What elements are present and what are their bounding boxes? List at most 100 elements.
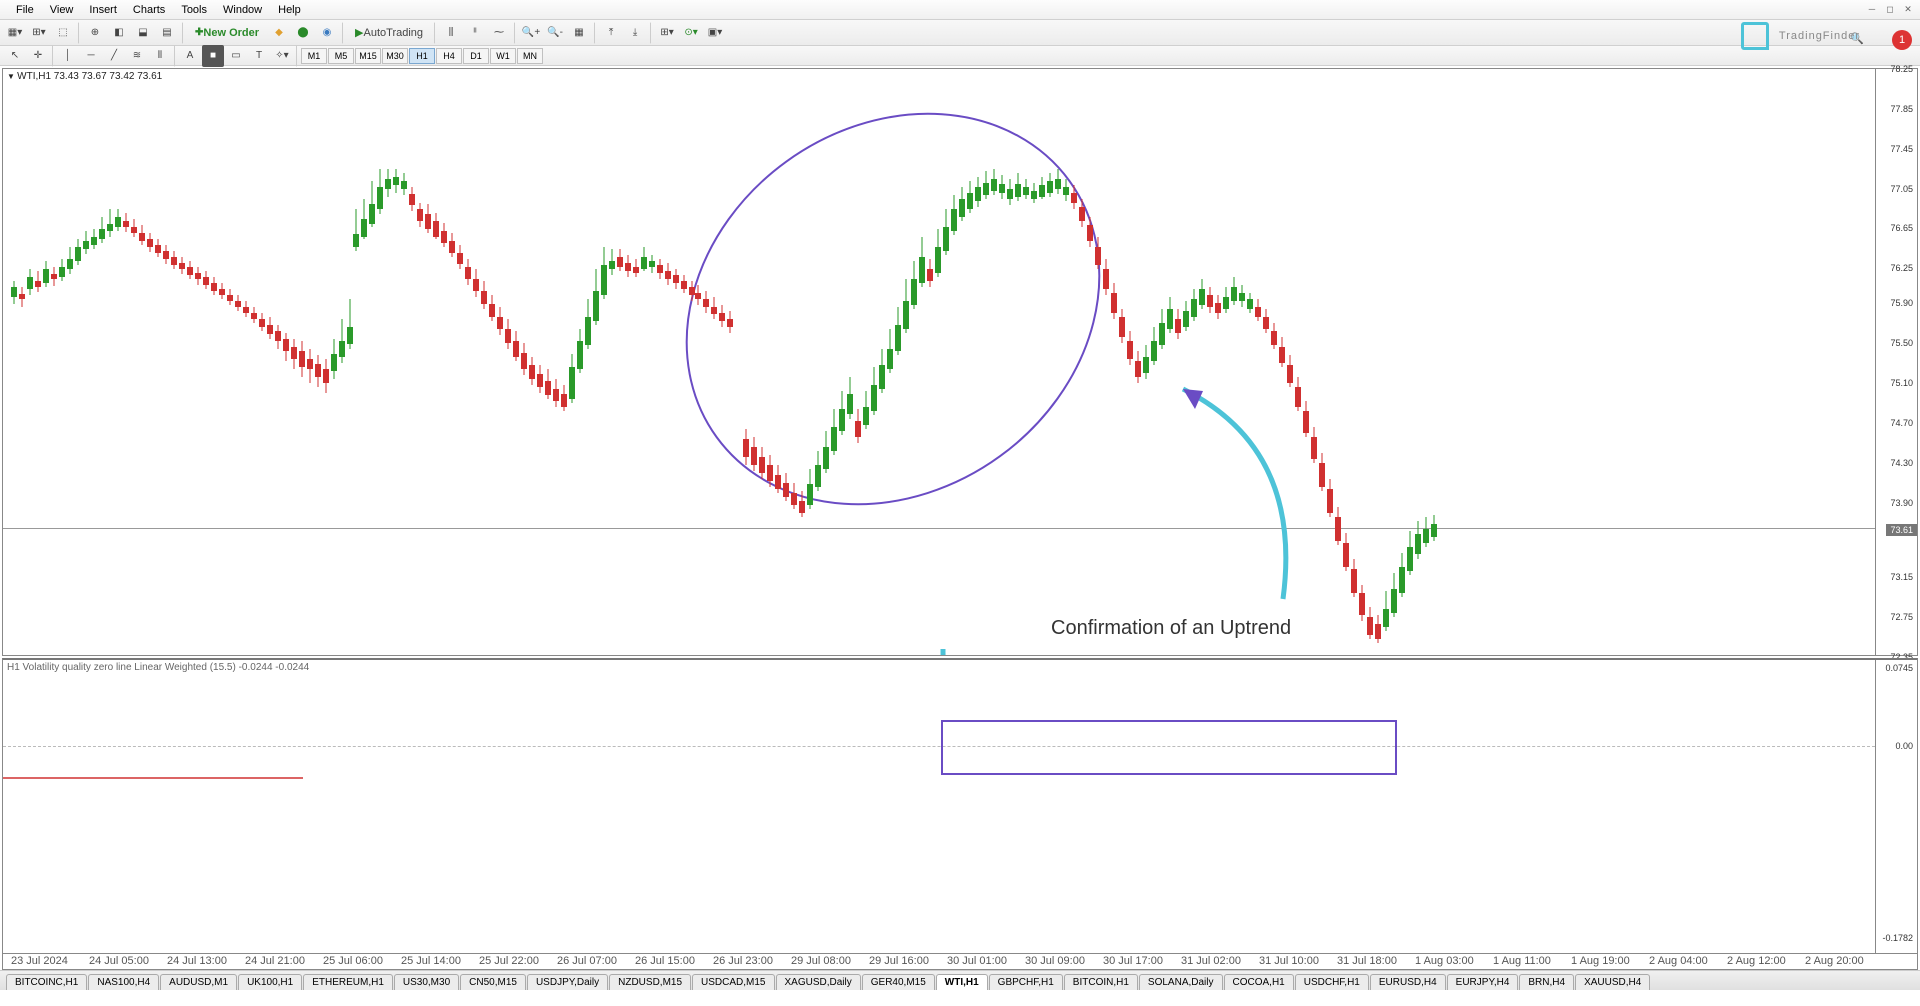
timeframe-D1[interactable]: D1 xyxy=(463,48,489,64)
tile-icon[interactable]: ▦ xyxy=(568,22,590,44)
tab-BITCOIN-H1[interactable]: BITCOIN,H1 xyxy=(1064,974,1138,990)
price-tick: 75.10 xyxy=(1890,378,1913,388)
crosshair-icon[interactable]: ✛ xyxy=(27,45,49,67)
indicator-panel[interactable]: H1 Volatility quality zero line Linear W… xyxy=(2,658,1918,954)
tab-EURUSD-H4[interactable]: EURUSD,H4 xyxy=(1370,974,1446,990)
tab-UK100-H1[interactable]: UK100,H1 xyxy=(238,974,302,990)
indicator-scale[interactable]: 0.07450.00-0.1782 xyxy=(1875,660,1917,953)
tab-US30-M30[interactable]: US30,M30 xyxy=(394,974,459,990)
templates-icon[interactable]: ▣▾ xyxy=(704,22,726,44)
bar-chart-icon[interactable]: ⫼ xyxy=(440,22,462,44)
tab-CN50-M15[interactable]: CN50,M15 xyxy=(460,974,526,990)
separator xyxy=(594,22,596,44)
timeframe-M15[interactable]: M15 xyxy=(355,48,381,64)
separator xyxy=(52,45,54,67)
timeframe-H1[interactable]: H1 xyxy=(409,48,435,64)
label-icon[interactable]: ■ xyxy=(202,45,224,67)
tab-NZDUSD-M15[interactable]: NZDUSD,M15 xyxy=(609,974,691,990)
tab-COCOA-H1[interactable]: COCOA,H1 xyxy=(1224,974,1294,990)
menu-window[interactable]: Window xyxy=(215,1,270,19)
chart-canvas[interactable]: Confirmation of an Uptrend Oscillator li… xyxy=(3,69,1875,655)
timeframe-M5[interactable]: M5 xyxy=(328,48,354,64)
timeframe-H4[interactable]: H4 xyxy=(436,48,462,64)
tab-NAS100-H4[interactable]: NAS100,H4 xyxy=(88,974,159,990)
signals-icon[interactable]: ◉ xyxy=(316,22,338,44)
notification-badge[interactable]: 1 xyxy=(1892,30,1912,50)
autoscroll-icon[interactable]: ⤓ xyxy=(624,22,646,44)
vline-icon[interactable]: │ xyxy=(57,45,79,67)
price-tick: 76.65 xyxy=(1890,223,1913,233)
new-file-icon[interactable]: ▦▾ xyxy=(4,22,26,44)
zoom-out-icon[interactable]: 🔍- xyxy=(544,22,566,44)
save-icon[interactable]: ⬚ xyxy=(52,22,74,44)
terminal-icon[interactable]: ▤ xyxy=(156,22,178,44)
maximize-button[interactable]: ◻ xyxy=(1882,2,1898,16)
chart-tabs: BITCOINC,H1NAS100,H4AUDUSD,M1UK100,H1ETH… xyxy=(0,970,1920,990)
tab-XAUUSD-H4[interactable]: XAUUSD,H4 xyxy=(1575,974,1650,990)
timeframe-W1[interactable]: W1 xyxy=(490,48,516,64)
cursor-icon[interactable]: ↖ xyxy=(4,45,26,67)
tab-XAGUSD-Daily[interactable]: XAGUSD,Daily xyxy=(776,974,861,990)
metatrader-icon[interactable]: ◆ xyxy=(268,22,290,44)
shift-icon[interactable]: ⤒ xyxy=(600,22,622,44)
menu-tools[interactable]: Tools xyxy=(173,1,215,19)
time-tick: 23 Jul 2024 xyxy=(11,955,68,967)
menu-file[interactable]: File xyxy=(8,1,42,19)
time-scale[interactable]: 23 Jul 202424 Jul 05:0024 Jul 13:0024 Ju… xyxy=(2,954,1918,970)
timeframe-M30[interactable]: M30 xyxy=(382,48,408,64)
tab-EURJPY-H4[interactable]: EURJPY,H4 xyxy=(1447,974,1519,990)
tab-ETHEREUM-H1[interactable]: ETHEREUM,H1 xyxy=(303,974,393,990)
annotation-overlay xyxy=(3,69,1875,655)
expert-icon[interactable]: ⬤ xyxy=(292,22,314,44)
price-chart[interactable]: WTI,H1 73.43 73.67 73.42 73.61 Confirmat… xyxy=(2,68,1918,656)
time-tick: 2 Aug 04:00 xyxy=(1649,955,1708,967)
price-scale[interactable]: 73.61 78.2577.8577.4577.0576.6576.2575.9… xyxy=(1875,69,1917,655)
market-watch-icon[interactable]: ◧ xyxy=(108,22,130,44)
indicator-label: H1 Volatility quality zero line Linear W… xyxy=(7,662,309,673)
tab-USDCHF-H1[interactable]: USDCHF,H1 xyxy=(1295,974,1369,990)
tab-GBPCHF-H1[interactable]: GBPCHF,H1 xyxy=(989,974,1063,990)
navigator-icon[interactable]: ⬓ xyxy=(132,22,154,44)
line-chart-icon[interactable]: ⁓ xyxy=(488,22,510,44)
time-tick: 1 Aug 11:00 xyxy=(1493,955,1551,967)
tab-AUDUSD-M1[interactable]: AUDUSD,M1 xyxy=(160,974,237,990)
objects-icon[interactable]: ✧▾ xyxy=(271,45,293,67)
channel-icon[interactable]: ≋ xyxy=(126,45,148,67)
tab-USDJPY-Daily[interactable]: USDJPY,Daily xyxy=(527,974,608,990)
separator xyxy=(650,22,652,44)
open-icon[interactable]: ⊞▾ xyxy=(28,22,50,44)
logo-text: TradingFinder xyxy=(1779,30,1860,42)
time-tick: 30 Jul 17:00 xyxy=(1103,955,1163,967)
tab-SOLANA-Daily[interactable]: SOLANA,Daily xyxy=(1139,974,1223,990)
timeframe-MN[interactable]: MN xyxy=(517,48,543,64)
tab-WTI-H1[interactable]: WTI,H1 xyxy=(936,974,988,990)
candle-chart-icon[interactable]: ᴵᴵ xyxy=(464,22,486,44)
fibo-icon[interactable]: ⦀ xyxy=(149,45,171,67)
menu-view[interactable]: View xyxy=(42,1,82,19)
shapes-icon[interactable]: T xyxy=(248,45,270,67)
tab-USDCAD-M15[interactable]: USDCAD,M15 xyxy=(692,974,774,990)
arrow-icon[interactable]: ▭ xyxy=(225,45,247,67)
new-order-button[interactable]: ✚ New Order xyxy=(188,22,266,44)
timeframe-M1[interactable]: M1 xyxy=(301,48,327,64)
menu-charts[interactable]: Charts xyxy=(125,1,173,19)
drawing-toolbar: ↖ ✛ │ ─ ╱ ≋ ⦀ A ■ ▭ T ✧▾ M1M5M15M30H1H4D… xyxy=(0,46,1920,66)
close-button[interactable]: ✕ xyxy=(1900,2,1916,16)
text-icon[interactable]: A xyxy=(179,45,201,67)
minimize-button[interactable]: ─ xyxy=(1864,2,1880,16)
menu-help[interactable]: Help xyxy=(270,1,309,19)
hline-icon[interactable]: ─ xyxy=(80,45,102,67)
tab-GER40-M15[interactable]: GER40,M15 xyxy=(862,974,935,990)
autotrading-button[interactable]: ▶ AutoTrading xyxy=(348,22,430,44)
zoom-in-icon[interactable]: 🔍+ xyxy=(520,22,542,44)
periods-icon[interactable]: ⊙▾ xyxy=(680,22,702,44)
profiles-icon[interactable]: ⊕ xyxy=(84,22,106,44)
annotation-uptrend: Confirmation of an Uptrend xyxy=(1051,617,1291,640)
tab-BRN-H4[interactable]: BRN,H4 xyxy=(1519,974,1574,990)
separator xyxy=(514,22,516,44)
menu-insert[interactable]: Insert xyxy=(81,1,125,19)
price-tick: 73.90 xyxy=(1890,498,1913,508)
tab-BITCOINC-H1[interactable]: BITCOINC,H1 xyxy=(6,974,87,990)
indicators-icon[interactable]: ⊞▾ xyxy=(656,22,678,44)
trendline-icon[interactable]: ╱ xyxy=(103,45,125,67)
